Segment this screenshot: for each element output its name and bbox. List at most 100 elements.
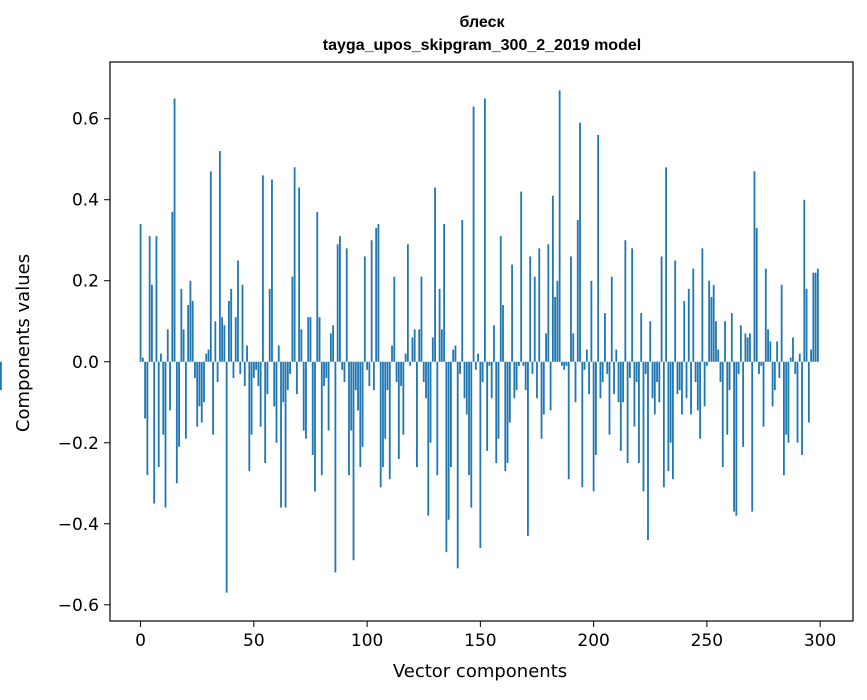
bar: [180, 288, 183, 362]
bar: [153, 361, 156, 504]
bar: [413, 329, 416, 362]
bar: [205, 353, 208, 362]
bar: [529, 256, 532, 362]
bar: [681, 361, 683, 415]
bar: [502, 305, 504, 362]
bar: [692, 268, 695, 362]
y-tick-label: −0.4: [58, 515, 99, 535]
bar: [379, 361, 382, 488]
bar: [551, 195, 554, 362]
bar: [291, 276, 294, 362]
bar: [511, 264, 513, 362]
bar: [699, 361, 701, 439]
bar: [184, 361, 187, 439]
bar: [606, 361, 609, 374]
bar: [814, 272, 817, 362]
bar: [638, 361, 640, 464]
bar: [375, 228, 378, 362]
bar: [350, 361, 353, 431]
bar: [345, 248, 348, 362]
bar: [617, 361, 620, 403]
bar: [594, 361, 597, 455]
bar: [395, 361, 398, 382]
bar: [479, 361, 482, 549]
bar: [739, 325, 742, 362]
bar: [234, 317, 237, 362]
bar: [486, 361, 489, 451]
bar: [436, 361, 439, 476]
bar: [368, 361, 371, 387]
bar: [635, 361, 638, 382]
bar: [307, 317, 310, 362]
bar: [456, 361, 459, 569]
bar: [658, 361, 661, 403]
bar: [298, 187, 301, 362]
bar: [255, 361, 258, 370]
bar: [751, 361, 754, 512]
bar: [239, 361, 242, 374]
bar: [771, 361, 774, 407]
bar: [477, 353, 480, 362]
bar: [792, 337, 794, 362]
bar: [363, 256, 366, 362]
bar: [232, 361, 235, 378]
bar: [624, 240, 627, 362]
bar: [273, 361, 276, 407]
bar: [660, 256, 663, 362]
bar: [803, 199, 806, 362]
bar: [545, 333, 547, 362]
bar: [517, 361, 520, 366]
bar: [558, 90, 561, 362]
bar: [567, 361, 570, 480]
bar: [388, 361, 391, 480]
x-tick-label: 50: [243, 631, 265, 651]
bar: [662, 361, 665, 488]
bar: [495, 361, 498, 464]
bar: [767, 329, 769, 362]
bar: [708, 280, 711, 362]
bar: [400, 361, 402, 387]
bar: [527, 361, 529, 536]
bar: [359, 361, 362, 468]
bar: [694, 361, 697, 382]
bar: [744, 333, 747, 362]
y-tick-label: −0.6: [58, 596, 99, 616]
bar: [696, 361, 699, 411]
bar: [776, 341, 779, 362]
bar: [393, 276, 396, 362]
bar: [452, 349, 455, 362]
bar: [250, 361, 253, 435]
bar: [434, 187, 436, 362]
bar: [228, 300, 230, 362]
bar: [425, 361, 427, 399]
bar: [282, 361, 285, 403]
bar: [157, 361, 160, 468]
bar: [372, 361, 375, 391]
axes-group: 0 50 100 150 200 250 300 −0.6 −0.4 −0.2 0.0 0.2 0.4 0…: [58, 61, 854, 651]
bar: [789, 357, 792, 362]
bar: [203, 361, 205, 403]
bar: [443, 224, 446, 362]
bar: [810, 349, 812, 362]
bar: [454, 345, 457, 362]
bar: [320, 361, 323, 476]
bar: [508, 361, 511, 423]
bar: [427, 361, 430, 516]
bar: [640, 313, 643, 362]
bar: [574, 361, 577, 403]
y-tick-label: 0.2: [72, 272, 99, 292]
bar: [504, 361, 507, 472]
bar: [703, 361, 706, 407]
bar: [397, 361, 400, 459]
bar: [216, 361, 219, 382]
bar: [248, 361, 251, 472]
bar: [144, 361, 147, 419]
bar: [336, 244, 339, 362]
bar: [196, 361, 199, 427]
bar: [155, 236, 158, 362]
bar: [778, 361, 781, 378]
bar: [212, 361, 214, 435]
bar: [406, 244, 409, 362]
